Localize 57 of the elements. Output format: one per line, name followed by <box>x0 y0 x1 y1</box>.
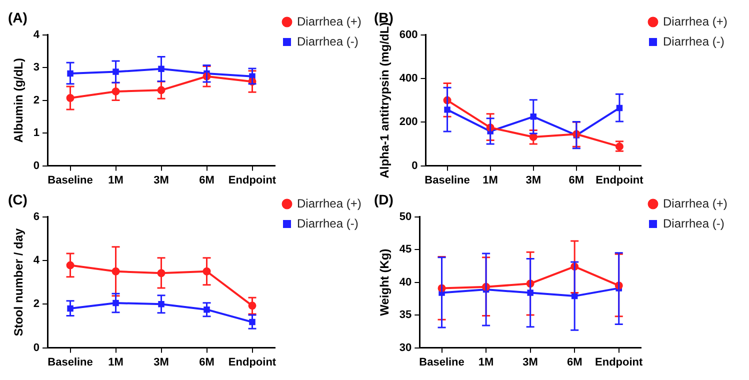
x-tick-label: 6M <box>199 174 214 186</box>
x-tick-label: 6M <box>199 356 214 368</box>
point <box>158 301 164 308</box>
x-tick-label: 3M <box>154 356 169 368</box>
y-tick-label: 400 <box>399 72 418 84</box>
x-tick-label: 6M <box>568 174 584 186</box>
chart-title: (A) <box>8 9 28 26</box>
x-tick-label: 3M <box>154 174 169 186</box>
x-tick-label: Endpoint <box>228 174 276 186</box>
x-tick-label: Baseline <box>48 356 93 368</box>
legend-label: Diarrhea (+) <box>663 196 728 210</box>
y-tick-label: 0 <box>412 160 418 172</box>
point <box>527 290 534 296</box>
point <box>112 68 119 75</box>
y-tick-label: 6 <box>33 210 40 223</box>
legend-label: Diarrhea (+) <box>663 14 728 28</box>
y-tick-label: 1 <box>33 127 40 140</box>
y-tick-label: 45 <box>399 244 412 256</box>
legend-label: Diarrhea (-) <box>297 216 358 230</box>
y-tick-label: 0 <box>33 160 40 172</box>
y-tick-label: 50 <box>399 210 412 223</box>
x-tick-label: 1M <box>478 356 494 368</box>
y-tick-label: 600 <box>399 28 418 41</box>
point <box>444 106 450 113</box>
y-tick-label: 40 <box>399 276 412 288</box>
x-tick-label: Endpoint <box>595 356 644 368</box>
x-tick-label: 6M <box>566 356 582 368</box>
x-tick-label: 1M <box>108 356 124 368</box>
y-tick-label: 4 <box>33 28 40 41</box>
y-tick-label: 30 <box>399 342 412 354</box>
x-tick-label: 3M <box>522 356 538 368</box>
y-tick-label: 3 <box>33 62 40 74</box>
legend-label: Diarrhea (-) <box>663 216 724 230</box>
y-tick-label: 2 <box>33 298 40 310</box>
x-tick-label: Baseline <box>419 356 464 368</box>
y-tick-label: 200 <box>399 116 418 128</box>
x-tick-label: Baseline <box>424 174 470 186</box>
y-axis-title: Albumin (g/dL) <box>12 58 26 143</box>
legend-label: Diarrhea (+) <box>297 14 362 28</box>
chart-title: (C) <box>8 191 28 208</box>
y-tick-label: 2 <box>33 94 40 106</box>
y-axis-title: Weight (Kg) <box>378 248 392 316</box>
x-tick-label: 1M <box>482 174 498 186</box>
legend-label: Diarrhea (-) <box>663 34 724 48</box>
legend-label: Diarrhea (+) <box>297 196 362 210</box>
y-tick-label: 35 <box>399 309 412 322</box>
point <box>158 66 164 72</box>
x-tick-label: 3M <box>526 174 542 186</box>
x-tick-label: 1M <box>108 174 124 186</box>
x-tick-label: Endpoint <box>596 174 644 186</box>
y-tick-label: 0 <box>33 342 40 354</box>
x-tick-label: Baseline <box>48 174 93 186</box>
y-tick-label: 4 <box>33 254 40 266</box>
x-tick-label: Endpoint <box>228 356 276 368</box>
chart-title: (D) <box>374 191 394 208</box>
y-axis-title: Stool number / day <box>12 228 26 336</box>
legend-label: Diarrhea (-) <box>297 34 358 48</box>
